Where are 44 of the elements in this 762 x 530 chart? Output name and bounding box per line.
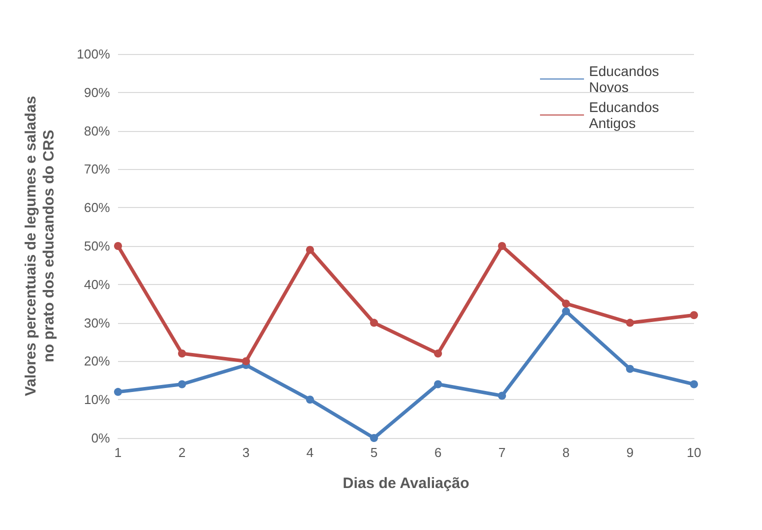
- y-tick-label: 90%: [84, 84, 110, 100]
- y-tick-label: 70%: [84, 162, 110, 177]
- y-tick-label: 100%: [76, 46, 110, 62]
- y-axis-title: Valores percentuais de legumes e saladas no prato dos educandos do CRS: [22, 96, 58, 396]
- x-tick-label: 1: [114, 445, 122, 460]
- point: [370, 318, 378, 327]
- point: [242, 357, 250, 366]
- point: [562, 300, 570, 308]
- y-tick-label: 60%: [84, 200, 110, 216]
- point: [690, 311, 698, 320]
- legend-label: Educandos Novos: [589, 63, 663, 95]
- point: [498, 392, 506, 400]
- point: [114, 242, 122, 250]
- point: [434, 350, 442, 358]
- point: [306, 246, 314, 254]
- x-tick-label: 4: [306, 445, 314, 460]
- point: [306, 396, 314, 404]
- point: [562, 307, 570, 316]
- y-tick-label: 50%: [84, 238, 110, 254]
- point: [498, 242, 506, 250]
- point: [178, 350, 186, 358]
- point: [114, 388, 122, 396]
- y-tick-label: 80%: [84, 123, 110, 138]
- x-tick-label: 9: [626, 445, 634, 460]
- y-tick-label: 0%: [91, 430, 110, 446]
- legend-label: Educandos Antigos: [589, 99, 663, 131]
- y-tick-label: 20%: [84, 354, 110, 369]
- x-tick-label: 3: [242, 445, 250, 460]
- y-tick-label: 40%: [84, 276, 110, 292]
- point: [178, 380, 186, 388]
- y-tick-label: 30%: [84, 315, 110, 330]
- y-tick-label: 10%: [84, 392, 110, 408]
- x-tick-label: 2: [178, 445, 186, 460]
- x-axis-title: Dias de Avaliação: [342, 475, 470, 492]
- point: [434, 380, 442, 388]
- x-tick-label: 6: [434, 445, 442, 460]
- point: [626, 318, 634, 327]
- point: [626, 364, 634, 373]
- x-tick-label: 8: [562, 445, 570, 460]
- x-tick-label: 5: [370, 445, 378, 460]
- point: [370, 434, 378, 442]
- x-tick-label: 7: [498, 445, 506, 460]
- point: [690, 380, 698, 388]
- x-tick-label: 10: [686, 445, 702, 460]
